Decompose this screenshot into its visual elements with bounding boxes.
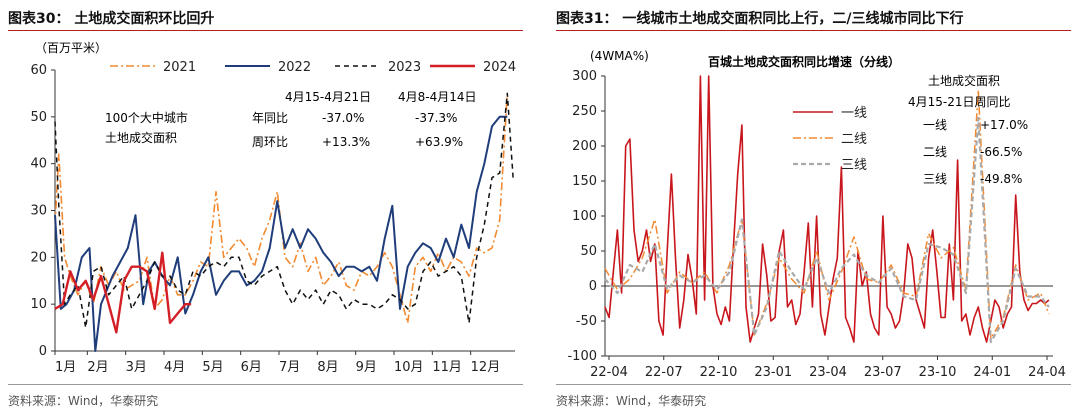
- x-tick-label: 24-04: [1028, 365, 1066, 380]
- right-annotation-header2: 4月15-21日周同比: [908, 95, 1011, 109]
- series-line-三线: [604, 116, 1050, 344]
- y-tick-label: 40: [30, 157, 47, 172]
- legend-label-三线: 三线: [841, 158, 867, 173]
- x-tick-label: 23-04: [809, 365, 847, 380]
- right-annotation-row2-value: -66.5%: [980, 145, 1022, 159]
- series-line-2023: [54, 92, 514, 329]
- left-tick-group: 0 10 20 30 40 50 60 1月 2月 3月 4月 5月 6月 7月 8月 9月 10月 11月 12月: [30, 63, 500, 375]
- x-tick-label: 7月: [279, 360, 300, 375]
- x-tick-label: 23-10: [919, 365, 957, 380]
- x-tick-label: 4月: [164, 360, 185, 375]
- y-tick-label: 20: [30, 250, 47, 265]
- right-title-rule: [556, 30, 1071, 31]
- right-source-rule: [556, 384, 1071, 385]
- annotation-row2-v2: +63.9%: [415, 135, 463, 149]
- x-tick-label: 1月: [55, 360, 76, 375]
- series-line-2024: [54, 251, 192, 334]
- left-annotation: 100个大中城市 土地成交面积 4月15-4月21日 4月8-4月14日 年同比…: [105, 90, 477, 149]
- series-line-2022: [54, 115, 508, 352]
- x-tick-label: 10月: [394, 360, 424, 375]
- x-tick-label: 2月: [87, 360, 108, 375]
- right-source-text: 资料来源：Wind，华泰研究: [556, 394, 707, 408]
- left-chart-title: 图表30： 土地成交面积环比回升: [8, 11, 215, 27]
- left-legend: 2021 2022 2023 2024: [110, 60, 516, 75]
- y-tick-label: 150: [572, 174, 597, 189]
- y-tick-label: 50: [580, 244, 597, 259]
- annotation-col1-header: 4月15-4月21日: [285, 90, 371, 104]
- y-tick-label: 50: [30, 110, 47, 125]
- y-tick-label: 250: [572, 104, 597, 119]
- right-annotation-row1-name: 一线: [923, 118, 947, 132]
- y-tick-label: 100: [572, 209, 597, 224]
- annotation-row1-v1: -37.0%: [322, 111, 364, 125]
- legend-label-一线: 一线: [841, 106, 867, 121]
- annotation-col2-header: 4月8-4月14日: [398, 90, 477, 104]
- legend-label-2021: 2021: [163, 60, 196, 75]
- y-tick-label: 60: [30, 63, 47, 78]
- annotation-row2-v1: +13.3%: [322, 135, 370, 149]
- y-tick-label: 0: [589, 279, 597, 294]
- right-annotation-row3-value: -49.8%: [980, 172, 1022, 186]
- right-series-group: [604, 75, 1050, 344]
- legend-label-二线: 二线: [841, 132, 867, 147]
- annotation-label-line1: 100个大中城市: [105, 110, 188, 125]
- right-annotation-header1: 土地成交面积: [928, 73, 1000, 88]
- y-tick-label: 30: [30, 204, 47, 219]
- right-annotation: 土地成交面积 4月15-21日周同比 一线 +17.0% 二线 -66.5% 三…: [908, 73, 1028, 186]
- right-chart-title: 图表31： 一线城市土地成交面积同比上行，二/三线城市同比下行: [556, 11, 964, 27]
- left-title-rule: [8, 30, 523, 31]
- y-tick-label: 10: [30, 297, 47, 312]
- series-line-一线: [604, 75, 1050, 343]
- annotation-row1-name: 年同比: [252, 111, 288, 125]
- left-source-text: 资料来源：Wind，华泰研究: [8, 394, 159, 408]
- x-tick-label: 3月: [126, 360, 147, 375]
- x-tick-label: 22-10: [700, 365, 738, 380]
- y-tick-label: -50: [576, 314, 597, 329]
- right-chart-svg: (4WMA%) 百城土地成交面积同比增速（分线） -100 -50 0 50 100 15…: [567, 49, 1065, 380]
- x-tick-label: 22-04: [590, 365, 628, 380]
- x-tick-label: 12月: [471, 360, 501, 375]
- right-annotation-row1-value: +17.0%: [980, 118, 1028, 132]
- x-tick-label: 11月: [432, 360, 462, 375]
- right-chart-panel: 图表31： 一线城市土地成交面积同比上行，二/三线城市同比下行 (4WMA%) …: [548, 0, 1080, 415]
- x-tick-label: 8月: [317, 360, 338, 375]
- y-tick-label: -100: [567, 349, 597, 364]
- x-tick-label: 5月: [202, 360, 223, 375]
- right-chart-inner-title: 百城土地成交面积同比增速（分线）: [708, 54, 900, 69]
- annotation-row1-v2: -37.3%: [415, 111, 457, 125]
- x-tick-label: 22-07: [645, 365, 683, 380]
- left-chart-svg: （百万平米） 0 10 20 30 40 50 60 1月 2月 3月 4月 5月 6月 7月 8月 9月 10…: [30, 41, 516, 375]
- left-source-rule: [8, 384, 523, 385]
- y-tick-label: 0: [39, 344, 47, 359]
- series-line-2021: [54, 93, 509, 324]
- right-y-unit-label: (4WMA%): [590, 49, 649, 63]
- y-tick-label: 200: [572, 139, 597, 154]
- legend-label-2023: 2023: [388, 60, 421, 75]
- annotation-row2-name: 周环比: [252, 135, 288, 149]
- left-y-unit-label: （百万平米）: [35, 41, 107, 55]
- series-line-二线: [604, 89, 1050, 340]
- x-tick-label: 24-01: [973, 365, 1011, 380]
- left-chart-panel: 图表30： 土地成交面积环比回升 （百万平米） 0 10 20 30 40 50 60 1月 2…: [0, 0, 530, 415]
- y-tick-label: 300: [572, 69, 597, 84]
- right-annotation-row3-name: 三线: [923, 172, 947, 186]
- x-tick-label: 6月: [241, 360, 262, 375]
- annotation-label-line2: 土地成交面积: [105, 130, 177, 145]
- legend-label-2022: 2022: [278, 60, 311, 75]
- left-series-group: [54, 92, 514, 352]
- right-annotation-row2-name: 二线: [923, 145, 947, 159]
- x-tick-label: 9月: [356, 360, 377, 375]
- x-tick-label: 23-01: [754, 365, 792, 380]
- x-tick-label: 23-07: [864, 365, 902, 380]
- right-tick-group: -100 -50 0 50 100 150 200 250 300 22-04 22-07 22-10…: [567, 69, 1065, 380]
- legend-label-2024: 2024: [483, 60, 516, 75]
